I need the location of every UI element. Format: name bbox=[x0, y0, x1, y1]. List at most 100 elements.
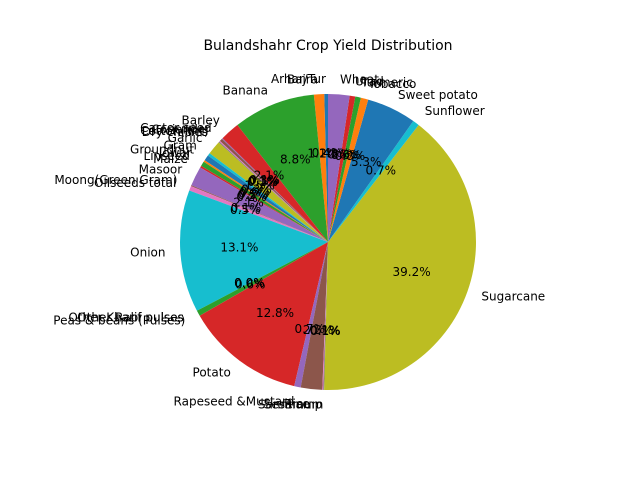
pie-slice-jowar bbox=[203, 160, 328, 242]
pie-slice-bajra bbox=[313, 94, 328, 243]
slice-label-sugarcane: Sugarcane bbox=[481, 290, 545, 304]
slice-percent-other-rabi-pulses: 0.0% bbox=[234, 276, 265, 290]
pie-slice-rice bbox=[300, 242, 328, 390]
slice-label-wheat: Wheat bbox=[340, 73, 379, 87]
pie-slice-rapeseed-mustard bbox=[294, 242, 328, 388]
pie-slice-onion bbox=[180, 190, 328, 311]
slice-percent-linseed: 0.5% bbox=[237, 188, 268, 202]
slice-label-rice: Rice bbox=[284, 397, 310, 411]
slice-label-masoor: Masoor bbox=[139, 163, 183, 177]
slice-label-garlic: Garlic bbox=[168, 131, 203, 145]
slice-percent-other-kharif-pulses: 0.0% bbox=[234, 276, 265, 290]
slice-label-sannhamp: Sannhamp bbox=[258, 398, 322, 412]
pie-slice-moong-green-gram bbox=[190, 185, 328, 242]
chart-title: Bulandshahr Crop Yield Distribution bbox=[203, 38, 452, 54]
slice-percent-onion: 13.1% bbox=[220, 241, 258, 255]
slice-label-potato: Potato bbox=[193, 366, 231, 380]
pie-slice-banana bbox=[237, 94, 328, 242]
slice-percent-bajra: 1.1% bbox=[307, 146, 338, 160]
slice-label-arhar-tur: Arhar/Tur bbox=[271, 72, 326, 86]
slice-label-oilseeds-total: Oilseeds total bbox=[94, 176, 176, 190]
slice-label-maize: Maize bbox=[153, 152, 188, 166]
pie-slices bbox=[180, 94, 477, 391]
pie-slice-dry-chillies bbox=[218, 141, 328, 242]
pie-slice-castor-seed bbox=[221, 138, 328, 242]
pie-slice-turmeric bbox=[328, 96, 361, 242]
slice-percent-barley: 2.1% bbox=[254, 169, 285, 183]
slice-label-peas-beans-pulses: Peas & beans (Pulses) bbox=[53, 313, 185, 327]
pie-slice-garlic bbox=[209, 142, 328, 242]
slice-label-jowar: Jowar bbox=[158, 146, 192, 160]
slice-label-banana: Banana bbox=[222, 84, 268, 98]
pie-slice-sunflower bbox=[328, 121, 419, 242]
pie-slice-oilseeds-total bbox=[189, 186, 328, 242]
pie-slice-sweet-potato bbox=[328, 99, 414, 242]
pie-slice-cotton-lint bbox=[219, 140, 328, 242]
slice-label-castor-seed: Castor seed bbox=[140, 121, 211, 135]
pie-slice-maize bbox=[200, 165, 328, 242]
slice-label-linseed: Linseed bbox=[144, 149, 190, 163]
slice-percent-sunflower: 0.7% bbox=[366, 164, 397, 178]
pie-slice-sugarcane bbox=[324, 124, 477, 391]
slice-percent-maize: 0.2% bbox=[236, 190, 267, 204]
pie-slice-arhar-tur bbox=[324, 94, 328, 242]
slice-percent-garlic: 1.5% bbox=[244, 178, 275, 192]
slice-percent-sugarcane: 39.2% bbox=[393, 265, 431, 279]
slice-percent-sannhamp: 0.1% bbox=[310, 324, 341, 338]
slice-label-gram: Gram bbox=[164, 139, 197, 153]
pie-slice-wheat bbox=[328, 94, 350, 242]
slice-label-barley: Barley bbox=[182, 113, 220, 127]
slice-percent-jowar: 0.2% bbox=[238, 186, 269, 200]
pie-labels: Arhar/Tur 0.4% Bajra 1.1% Banana 8.8% Barley 2.… bbox=[53, 72, 545, 412]
slice-percent-sesamum: 0.1% bbox=[310, 324, 341, 338]
slice-label-bajra: Bajra bbox=[287, 73, 318, 87]
pie-slice-barley bbox=[222, 124, 328, 242]
slice-label-turmeric: Turmeric bbox=[360, 76, 413, 90]
slice-percent-turmeric: 0.6% bbox=[331, 148, 362, 162]
slice-label-moong-green-gram: Moong(Green Gram) bbox=[54, 173, 177, 187]
slice-label-sunflower: Sunflower bbox=[425, 104, 485, 118]
slice-label-onion: Onion bbox=[130, 245, 165, 259]
pie-slice-sannhamp bbox=[322, 242, 328, 390]
slice-label-other-rabi-pulses: Other Rabi pulses bbox=[77, 311, 184, 325]
slice-percent-rice: 2.3% bbox=[303, 323, 334, 337]
slice-percent-cotton-lint: 0.1% bbox=[248, 175, 279, 189]
slice-percent-rapeseed-mustard: 0.7% bbox=[294, 322, 325, 336]
pie-slice-gram bbox=[207, 153, 328, 242]
slice-label-coriander: Coriander bbox=[151, 123, 210, 137]
slice-label-sweet-potato: Sweet potato bbox=[398, 88, 478, 102]
pie-slice-groundnut bbox=[204, 155, 328, 242]
slice-percent-gram: 0.3% bbox=[241, 182, 272, 196]
slice-label-cotton-lint: Cotton(lint) bbox=[140, 124, 208, 138]
pie-slice-masoor bbox=[191, 167, 328, 242]
slice-percent-sweet-potato: 5.3% bbox=[351, 155, 382, 169]
slice-label-tobacco: Tobacco bbox=[367, 77, 416, 91]
pie-slice-urad bbox=[328, 95, 356, 243]
slice-percent-potato: 12.8% bbox=[256, 306, 294, 320]
slice-percent-groundnut: 0.6% bbox=[240, 185, 271, 199]
slice-percent-arhar-tur: 0.4% bbox=[312, 146, 343, 160]
slice-label-dry-chillies: Dry chillies bbox=[142, 125, 208, 139]
slice-percent-moong-green-gram: 0.1% bbox=[231, 201, 262, 215]
slice-percent-coriander: 0.3% bbox=[248, 174, 279, 188]
slice-percent-castor-seed: 0.1% bbox=[249, 173, 280, 187]
slice-label-urad: Urad bbox=[355, 74, 384, 88]
pie-slice-sesamum bbox=[323, 242, 328, 390]
slice-percent-dry-chillies: 0.1% bbox=[247, 175, 278, 189]
pie-slice-peas-beans-pulses bbox=[196, 242, 328, 316]
slice-label-rapeseed-mustard: Rapeseed &Mustard bbox=[174, 394, 295, 408]
pie-slice-potato bbox=[199, 242, 328, 387]
slice-percent-peas-beans-pulses: 0.6% bbox=[235, 278, 266, 292]
slice-percent-urad: 0.6% bbox=[327, 147, 358, 161]
slice-percent-wheat: 2.3% bbox=[319, 146, 350, 160]
slice-percent-oilseeds-total: 0.5% bbox=[230, 203, 261, 217]
pie-slice-coriander bbox=[219, 138, 328, 242]
slice-label-sesamum: Sesamum bbox=[264, 398, 324, 412]
slice-percent-banana: 8.8% bbox=[280, 153, 311, 167]
slice-percent-masoor: 2.1% bbox=[233, 196, 264, 210]
slice-label-groundnut: Groundnut bbox=[130, 143, 194, 157]
pie-slice-tobacco bbox=[328, 97, 369, 242]
pie-slice-linseed bbox=[201, 161, 328, 242]
